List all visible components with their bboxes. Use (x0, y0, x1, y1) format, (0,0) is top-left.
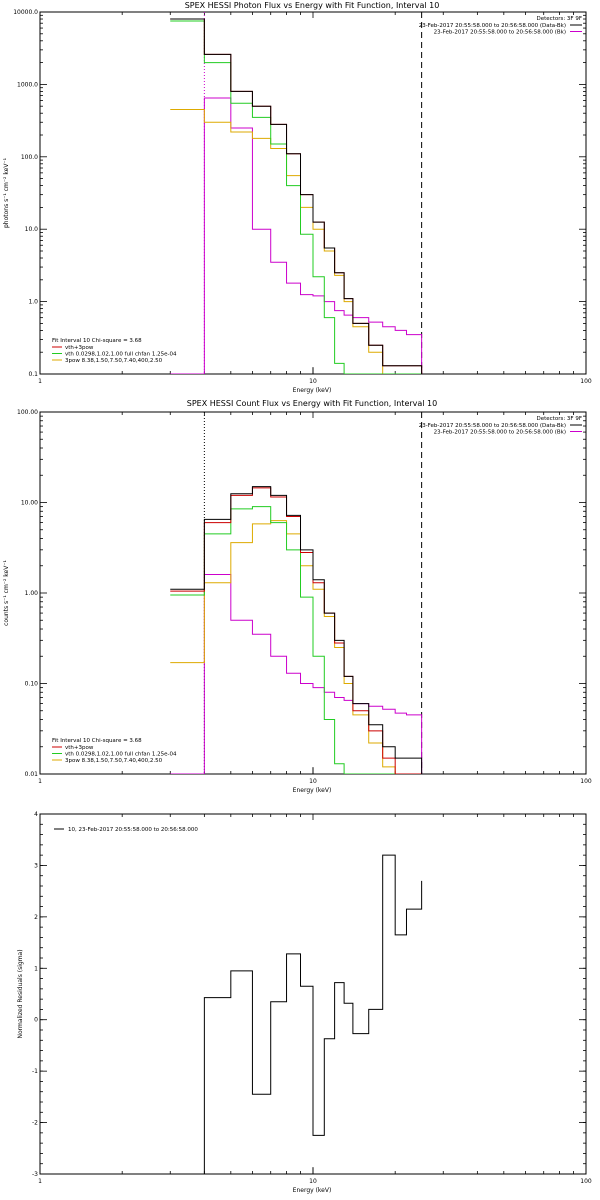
panel-2-y-tick-label: 0.01 (25, 771, 39, 778)
panel-2-x-tick-label: 100 (580, 778, 592, 785)
panel-2-y-tick-label: 1.00 (25, 590, 39, 597)
panel-3-y-tick-label: 0 (34, 1017, 38, 1024)
panel-2-frame (39, 411, 587, 775)
panel-2-series-3pow (170, 520, 422, 774)
panel-1-y-tick-label: 100.0 (21, 154, 38, 161)
panel-2-series-group (170, 486, 423, 774)
panel-1-fit-legend-title: Fit Interval 10 Chi-square = 3.68 (52, 338, 142, 344)
panel-1-plot-area: 1 10 100 0.1 1.0 10.0 100.0 1000.0 10000.0 Detect… (13, 9, 592, 385)
panel-1-fit-legend-label: vth 0.0298,1.02,1.00 full chfan 1.25e-04 (65, 352, 177, 358)
panel-2-title: SPEX HESSI Count Flux vs Energy with Fit… (187, 399, 438, 408)
panel-1-title: SPEX HESSI Photon Flux vs Energy with Fi… (185, 1, 440, 10)
panel-2-fit-legend-label: vth 0.0298,1.02,1.00 full chfan 1.25e-04 (65, 752, 177, 758)
panel-2-series-bk (170, 574, 423, 774)
panel-1-fit-legend-label: vth+3pow (65, 345, 94, 351)
panel-2-y-tick-label: 100.00 (17, 409, 38, 416)
panel-1-series-vth-3pow (170, 18, 423, 374)
photon-flux-panel: SPEX HESSI Photon Flux vs Energy with Fi… (3, 1, 592, 394)
panel-3-x-tick-label: 1 (38, 1178, 42, 1185)
panel-2-x-tick-label: 1 (38, 778, 42, 785)
panel-3-legend-label: 10, 23-Feb-2017 20:55:58.000 to 20:56:58… (68, 827, 198, 833)
panel-1-y-tick-label: 10.0 (25, 226, 39, 233)
panel-1-x-tick-label: 10 (309, 378, 317, 385)
panel-2-legend-label: 23-Feb-2017 20:55:58.000 to 20:56:58.000… (434, 430, 566, 436)
panel-1-series-bk (170, 97, 423, 374)
panel-2-plot-area: 1 10 100 0.01 0.10 1.00 10.00 100.00 Detectors: … (17, 409, 592, 785)
panel-2-fit-legend-label: 3pow 8.38,1.50,7.50,7.40,400,2.50 (65, 758, 163, 764)
panel-3-x-tick-label: 100 (580, 1178, 592, 1185)
panel-1-x-tick-label: 1 (38, 378, 42, 385)
panel-1-y-tick-label: 0.1 (28, 371, 38, 378)
panel-2-y-tick-label: 0.10 (25, 681, 39, 688)
panel-2-series-vth-3pow (170, 487, 422, 774)
panel-3-y-tick-label: -2 (32, 1120, 38, 1127)
panel-3-x-tick-label: 10 (309, 1178, 317, 1185)
panel-2-legend-title: Detectors: 3F 9F (536, 416, 582, 422)
panel-2-legend-label: 23-Feb-2017 20:55:58.000 to 20:56:58.000… (419, 423, 566, 429)
panel-1-series-vth (170, 20, 422, 374)
panel-3-y-tick-label: 1 (34, 965, 38, 972)
residuals-panel: Energy (keV) Normalized Residuals (sigma… (17, 811, 592, 1194)
panel-2-x-tick-label: 10 (309, 778, 317, 785)
panel-1-ylabel: photons s⁻¹ cm⁻² keV⁻¹ (3, 157, 10, 228)
panel-1-frame (39, 11, 587, 375)
panel-2-ylabel: counts s⁻¹ cm⁻² keV⁻¹ (3, 560, 10, 626)
panel-3-series-group (203, 854, 423, 1174)
panel-1-legend-label: 23-Feb-2017 20:55:58.000 to 20:56:58.000… (419, 23, 566, 29)
panel-2-series-vth (170, 506, 422, 774)
panel-3-xlabel: Energy (keV) (293, 1187, 332, 1194)
panel-1-series-group (170, 18, 423, 374)
panel-3-y-tick-label: -3 (32, 1171, 38, 1178)
panel-1-fit-legend-label: 3pow 8.38,1.50,7.50,7.40,400,2.50 (65, 358, 163, 364)
panel-3-y-tick-label: 4 (34, 811, 38, 818)
panel-1-legend-title: Detectors: 3F 9F (536, 16, 582, 22)
panel-2-y-tick-label: 10.00 (21, 500, 38, 507)
panel-1-x-tick-label: 100 (580, 378, 592, 385)
panel-3-plot-area: 1 10 100 -3 -2 -1 0 1 2 3 4 10, 23-Feb-2017 20:55:5… (32, 811, 592, 1185)
panel-2-series-data-bk (170, 486, 423, 774)
panel-1-series-data-bk (170, 18, 423, 374)
panel-1-y-tick-label: 10000.0 (13, 9, 38, 16)
panel-2-fit-legend-title: Fit Interval 10 Chi-square = 3.68 (52, 738, 142, 744)
panel-1-y-tick-label: 1000.0 (17, 81, 38, 88)
panel-3-y-tick-label: -1 (32, 1068, 38, 1075)
count-flux-panel: SPEX HESSI Count Flux vs Energy with Fit… (3, 399, 592, 794)
panel-3-y-tick-label: 3 (34, 862, 38, 869)
panel-3-series-residuals (203, 854, 423, 1174)
panel-3-y-tick-label: 2 (34, 914, 38, 921)
panel-1-y-tick-label: 1.0 (28, 299, 38, 306)
panel-1-legend-label: 23-Feb-2017 20:55:58.000 to 20:56:58.000… (434, 30, 566, 36)
panel-1-xlabel: Energy (keV) (293, 387, 332, 394)
panel-2-fit-legend-label: vth+3pow (65, 745, 94, 751)
panel-2-xlabel: Energy (keV) (293, 787, 332, 794)
panel-1-series-3pow (170, 109, 422, 374)
panel-3-ylabel: Normalized Residuals (sigma) (17, 949, 24, 1038)
